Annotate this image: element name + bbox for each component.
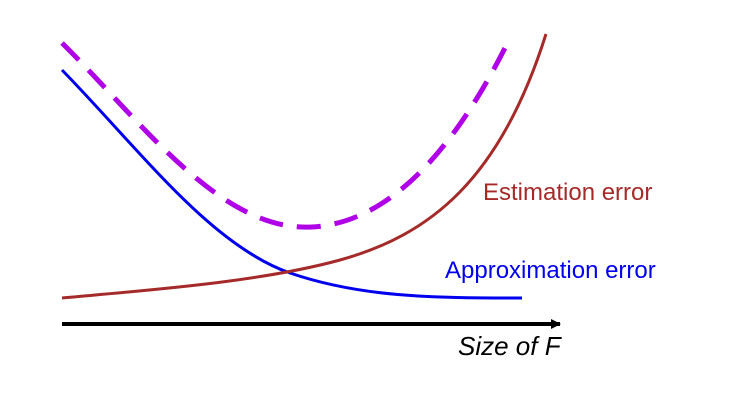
estimation-error-label: Estimation error — [483, 179, 652, 206]
estimation-error-curve — [61, 33, 548, 300]
total-error-curve — [60, 40, 511, 230]
approximation-error-label: Approximation error — [445, 257, 656, 284]
x-axis-label: Size of F — [458, 331, 563, 361]
